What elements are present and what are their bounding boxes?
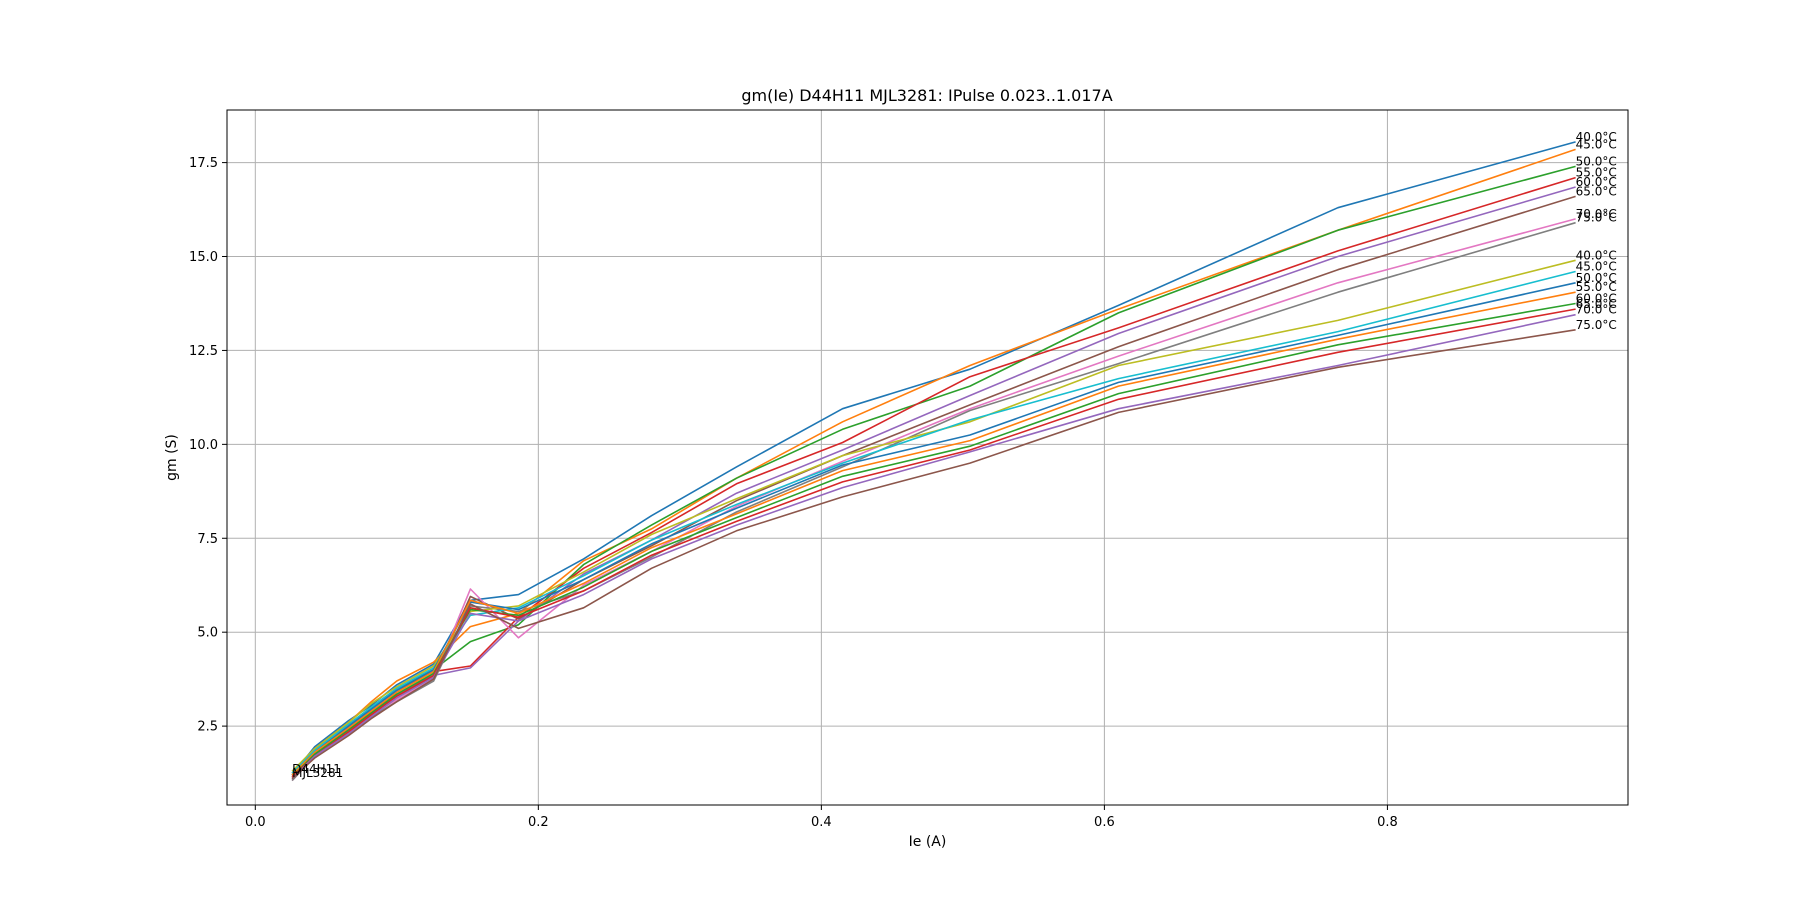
series-line-10: [291, 270, 1576, 774]
series-end-label-15: 70.0°C: [1576, 303, 1617, 317]
series-end-label-3: 50.0°C: [1576, 154, 1617, 168]
series-end-label-10: 45.0°C: [1576, 260, 1617, 274]
series-end-label-1: 40.0°C: [1576, 130, 1617, 144]
series-end-label-4: 55.0°C: [1576, 166, 1617, 180]
y-tick-label: 5.0: [197, 626, 218, 641]
series-end-label-9: 40.0°C: [1576, 248, 1617, 262]
series-line-11: [291, 282, 1576, 776]
y-tick-label: 7.5: [197, 532, 218, 547]
series-line-12: [291, 291, 1576, 776]
plot-area-frame: [226, 109, 1629, 806]
x-tick-label: 0.2: [528, 815, 549, 830]
series-end-label-13: 60.0°C: [1576, 291, 1617, 305]
chart-title: gm(Ie) D44H11 MJL3281: IPulse 0.023..1.0…: [741, 86, 1112, 105]
grid-layer: [227, 110, 1628, 805]
series-line-4: [291, 176, 1576, 778]
series-line-5: [291, 186, 1576, 780]
tick-layer: 0.0 0.2 0.4 0.6 0.8 2.5 5.0 7.5 10.0 12.5 15.0 17.5: [189, 156, 1398, 830]
series-line-15: [291, 313, 1576, 780]
group-label-2: MJL3281: [292, 766, 343, 780]
x-tick-label: 0.6: [1094, 815, 1115, 830]
series-end-label-14: 65.0°C: [1576, 297, 1617, 311]
y-tick-label: 2.5: [197, 720, 218, 735]
x-axis-label: Ie (A): [909, 834, 947, 850]
series-layer: [291, 141, 1576, 782]
series-end-label-5: 60.0°C: [1576, 175, 1617, 189]
series-line-6: [291, 195, 1576, 780]
series-line-8: [291, 221, 1576, 782]
x-tick-label: 0.4: [811, 815, 832, 830]
series-line-3: [291, 165, 1576, 776]
series-line-16: [291, 329, 1576, 780]
series-end-label-6: 65.0°C: [1576, 184, 1617, 198]
series-line-14: [291, 308, 1576, 778]
x-tick-label: 0.8: [1377, 815, 1398, 830]
series-end-label-16: 75.0°C: [1576, 318, 1617, 332]
y-tick-label: 10.0: [189, 438, 218, 453]
series-line-13: [291, 302, 1576, 778]
series-line-9: [291, 259, 1576, 772]
series-end-label-11: 50.0°C: [1576, 271, 1617, 285]
series-end-label-12: 55.0°C: [1576, 280, 1617, 294]
series-end-label-8: 75.0°C: [1576, 211, 1617, 225]
y-tick-label: 17.5: [189, 156, 218, 171]
y-tick-label: 15.0: [189, 250, 218, 265]
series-line-7: [291, 218, 1576, 782]
y-tick-label: 12.5: [189, 344, 218, 359]
series-end-label-7: 70.0°C: [1576, 207, 1617, 221]
series-end-label-2: 45.0°C: [1576, 137, 1617, 151]
label-layer: 40.0°C45.0°C50.0°C55.0°C60.0°C65.0°C70.0…: [292, 130, 1617, 780]
group-label-1: D44H11: [292, 762, 341, 776]
y-axis-label: gm (S): [164, 434, 180, 481]
x-tick-label: 0.0: [245, 815, 266, 830]
